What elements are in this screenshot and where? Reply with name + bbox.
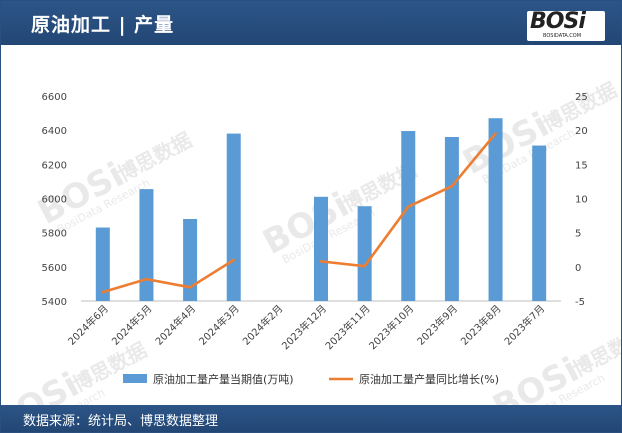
right-tick-label: 5 [575,229,581,240]
x-tick-label: 2024年4月 [152,302,198,348]
left-axis: 5400 5600 5800 6000 6200 6400 6600 [42,92,67,308]
source-note: 数据来源：统计局、博思数据整理 [23,414,219,429]
right-tick-label: 20 [575,126,588,137]
right-tick-label: 15 [575,160,588,171]
legend-bar-label: 原油加工量产量当期值(万吨) [153,372,294,386]
header-bar: 原油加工 | 产量 BOSi BOSIDATA.COM [1,1,621,45]
footer-bar: 数据来源：统计局、博思数据整理 [1,405,621,432]
watermark-cn: 博思数据 [569,323,621,382]
legend-line-label: 原油加工量产量同比增长(%) [359,372,499,386]
left-tick-label: 6600 [42,92,67,103]
x-tick-label: 2023年10月 [366,302,416,352]
left-tick-label: 6400 [42,126,67,137]
bar [357,206,372,301]
watermark-cn: 博思数据 [69,338,151,397]
bar [532,145,547,301]
right-tick-label: -5 [575,297,585,308]
growth-line [101,258,236,294]
left-tick-label: 5800 [42,229,67,240]
bar [139,189,154,301]
bar [401,131,416,301]
bar [314,196,328,301]
logo-text: BOSi [530,9,586,34]
left-tick-label: 5600 [42,263,67,274]
x-tick-label: 2023年12月 [279,302,329,352]
legend-bar-swatch [123,374,147,383]
x-tick-label: 2024年2月 [240,302,286,348]
left-tick-label: 6000 [42,195,67,206]
x-tick-label: 2023年7月 [501,302,547,348]
legend: 原油加工量产量当期值(万吨) 原油加工量产量同比增长(%) [123,372,499,386]
x-tick-label: 2024年3月 [196,302,242,348]
watermark-brand: BOSi [1,365,86,405]
bar [183,219,198,301]
right-tick-label: 0 [575,263,581,274]
line-series [101,132,497,294]
x-tick-label: 2023年9月 [414,302,460,348]
left-tick-label: 6200 [42,160,67,171]
right-tick-label: 10 [575,195,588,206]
bar [488,118,503,301]
x-tick-label: 2024年6月 [65,302,111,348]
x-tick-label: 2023年11月 [322,302,372,352]
left-tick-label: 5400 [42,297,67,308]
right-axis: -5 0 5 10 15 20 25 [575,92,588,308]
bar [444,137,459,301]
right-tick-label: 25 [575,92,588,103]
bar [95,227,110,301]
page-title: 原油加工 | 产量 [31,14,175,36]
watermark-cn: 博思数据 [114,128,196,187]
bosi-logo: BOSi BOSIDATA.COM [527,9,605,41]
bar [226,133,241,301]
logo-subtext: BOSIDATA.COM [543,33,582,39]
bar-series [95,118,547,301]
x-tick-label: 2023年8月 [458,302,504,348]
